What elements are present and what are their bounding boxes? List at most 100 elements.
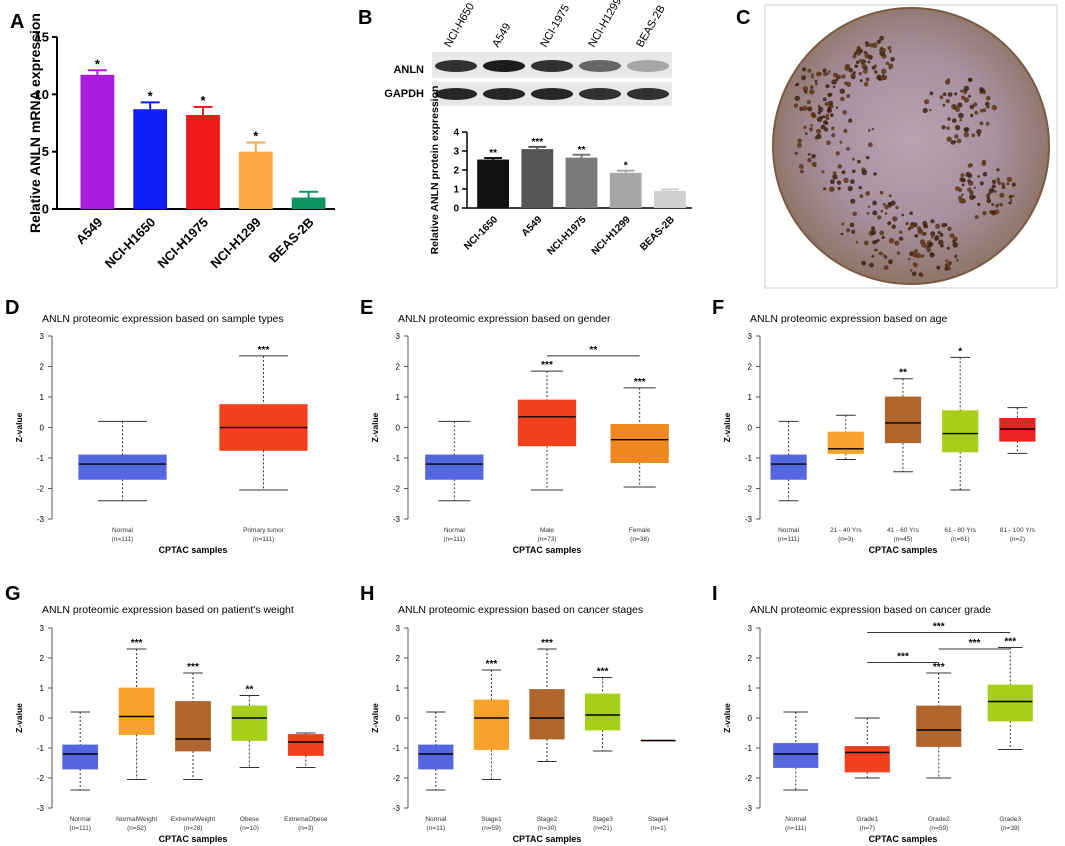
x-category-label: 61 - 80 Yrs	[944, 527, 976, 534]
y-tick-label: 3	[40, 332, 45, 341]
ihc-stained-nucleus	[867, 60, 871, 64]
ihc-stained-nucleus	[859, 194, 864, 199]
y-tick-label: 1	[748, 684, 753, 693]
ihc-stained-nucleus	[939, 232, 944, 237]
x-category-label: Normal	[425, 816, 447, 823]
y-tick-label: 0	[748, 714, 753, 723]
ihc-stained-nucleus	[879, 190, 884, 195]
ihc-stained-nucleus	[883, 265, 889, 271]
ihc-stained-nucleus	[866, 211, 870, 215]
ihc-stained-nucleus	[868, 129, 871, 132]
ihc-stained-nucleus	[793, 103, 799, 108]
x-category-label: Stage1	[481, 816, 502, 823]
ihc-stained-nucleus	[920, 273, 924, 277]
ihc-stained-nucleus	[985, 95, 991, 101]
ihc-stained-nucleus	[996, 177, 1001, 182]
ihc-stained-nucleus	[956, 259, 959, 262]
ihc-stained-nucleus	[871, 128, 874, 131]
ihc-stained-nucleus	[855, 60, 860, 64]
ihc-stained-nucleus	[974, 110, 979, 115]
ihc-stained-nucleus	[952, 242, 958, 248]
y-axis-label: Relative ANLN mRNA expression	[27, 13, 43, 233]
ihc-stained-nucleus	[796, 142, 802, 148]
ihc-stained-nucleus	[835, 106, 839, 109]
y-tick-label: 3	[453, 147, 459, 158]
ihc-stained-nucleus	[859, 59, 863, 63]
y-tick-label: -3	[37, 515, 45, 524]
ihc-stained-nucleus	[929, 108, 932, 112]
ihc-stained-nucleus	[917, 226, 922, 231]
ihc-stained-nucleus	[972, 195, 976, 199]
ihc-stained-nucleus	[825, 84, 830, 89]
x-category-label: Primary tumor	[243, 527, 285, 534]
ihc-stained-nucleus	[979, 121, 984, 126]
chart-B: 0 1 2 3 4 Relative ANLN protein expression ** N…	[429, 86, 692, 257]
ihc-stained-nucleus	[954, 124, 961, 131]
panel-letter-h: H	[360, 583, 374, 605]
significance-mark: *	[95, 56, 101, 71]
ihc-stained-nucleus	[905, 221, 909, 226]
ihc-stained-nucleus	[825, 116, 830, 121]
ihc-stained-nucleus	[818, 72, 823, 76]
x-axis-label: CPTAC samples	[869, 834, 938, 844]
y-tick-label: 10	[35, 87, 49, 102]
y-tick-label: -1	[37, 744, 45, 753]
y-tick-label: 1	[40, 393, 45, 402]
x-category-n: (n=3)	[298, 825, 313, 832]
box	[610, 424, 669, 463]
panel-letter-g: G	[5, 583, 21, 605]
y-tick-label: -2	[393, 774, 401, 783]
ihc-stained-nucleus	[991, 210, 996, 215]
ihc-stained-nucleus	[976, 129, 982, 135]
ihc-stained-nucleus	[920, 254, 925, 258]
ihc-stained-nucleus	[952, 239, 956, 244]
ihc-stained-nucleus	[872, 210, 878, 216]
x-category-label: NCI-H1975	[545, 214, 588, 257]
ihc-stained-nucleus	[997, 181, 1002, 185]
ihc-stained-nucleus	[937, 230, 941, 234]
box	[78, 454, 167, 480]
blot-band-gapdh	[578, 88, 622, 100]
ihc-stained-nucleus	[879, 230, 885, 236]
ihc-stained-nucleus	[958, 195, 963, 201]
ihc-stained-nucleus	[957, 102, 963, 108]
ihc-stained-nucleus	[985, 121, 990, 126]
y-tick-label: 2	[748, 654, 753, 663]
ihc-stained-nucleus	[898, 236, 904, 241]
y-axis-label: Relative ANLN protein expression	[429, 86, 441, 255]
ihc-stained-nucleus	[794, 151, 798, 155]
x-category-label: NCI-H1299	[207, 215, 264, 272]
x-axis-label: CPTAC samples	[513, 834, 582, 844]
ihc-stained-nucleus	[823, 71, 828, 77]
ihc-stained-nucleus	[862, 69, 868, 74]
ihc-stained-nucleus	[941, 223, 946, 228]
panel-letter-b: B	[358, 7, 372, 29]
ihc-stained-nucleus	[996, 168, 1000, 172]
ihc-stained-nucleus	[895, 205, 899, 210]
y-tick-label: -1	[745, 454, 753, 463]
ihc-stained-nucleus	[800, 169, 804, 174]
ihc-stained-nucleus	[852, 71, 856, 75]
significance-mark: ***	[1004, 637, 1016, 648]
box	[231, 705, 268, 741]
ihc-stained-nucleus	[949, 233, 955, 239]
ihc-stained-nucleus	[803, 125, 807, 129]
x-category-n: (n=3)	[838, 536, 853, 543]
ihc-stained-nucleus	[999, 192, 1005, 198]
ihc-stained-nucleus	[896, 251, 901, 255]
ihc-stained-nucleus	[798, 164, 804, 169]
ihc-stained-nucleus	[866, 44, 870, 47]
ihc-stained-nucleus	[961, 198, 967, 204]
bar	[609, 172, 642, 208]
ihc-stained-nucleus	[864, 53, 870, 59]
significance-mark: **	[489, 148, 497, 159]
x-category-label: NormalWeight	[116, 816, 157, 823]
ihc-stained-nucleus	[871, 42, 878, 49]
ihc-stained-nucleus	[810, 124, 813, 127]
significance-mark: ***	[541, 638, 553, 649]
ihc-stained-nucleus	[908, 258, 911, 261]
x-category-n: (n=111)	[112, 536, 134, 543]
bar	[186, 114, 220, 209]
ihc-stained-nucleus	[979, 181, 984, 186]
comparison-significance: ***	[969, 638, 981, 649]
